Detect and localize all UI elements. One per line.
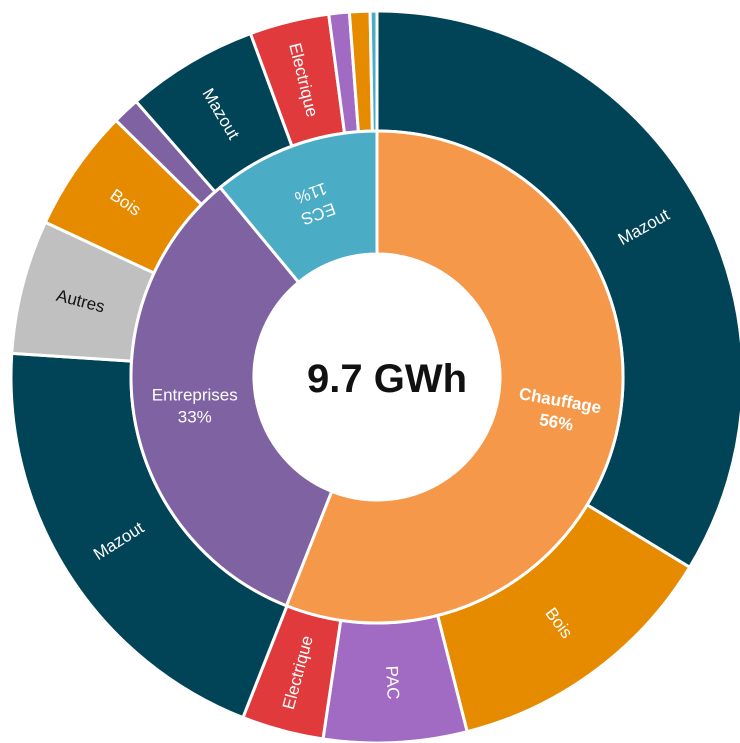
inner-label-entreprises: Entreprises 33%	[152, 385, 238, 426]
inner-value-entreprises: 33%	[178, 407, 212, 426]
inner-name-entreprises: Entreprises	[152, 385, 238, 404]
outer-slice-ecs-other-12	[368, 9, 379, 133]
outer-label-pac-2: PAC	[382, 665, 403, 700]
center-hole	[254, 254, 500, 500]
center-label: 9.7 GWh	[307, 357, 467, 401]
